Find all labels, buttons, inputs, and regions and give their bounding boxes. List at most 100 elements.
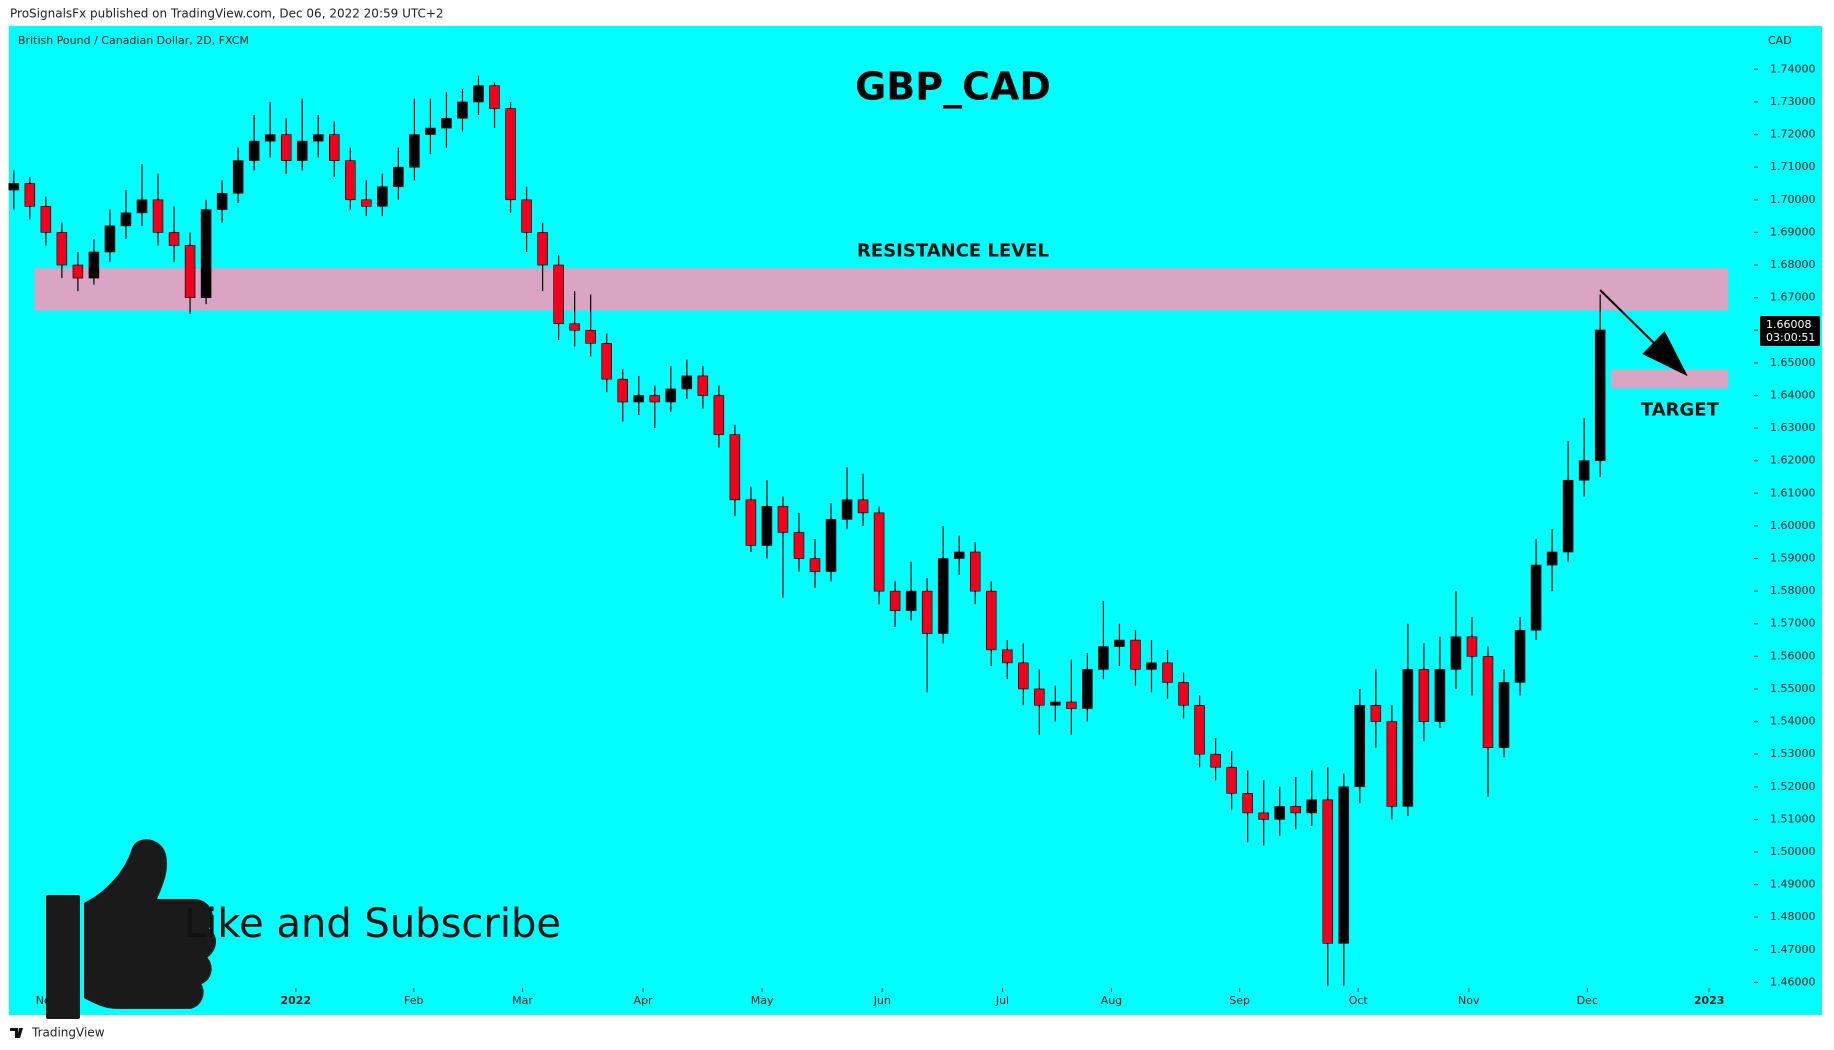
y-tick-label: 1.48000 — [1770, 910, 1816, 923]
zone — [34, 268, 1729, 311]
y-tick-label: 1.52000 — [1770, 780, 1816, 793]
candle-body — [521, 199, 532, 233]
annotation: Like and Subscribe — [184, 901, 561, 947]
candle-body — [473, 85, 484, 103]
candle-body — [1386, 721, 1398, 807]
candle-body — [969, 551, 981, 592]
candle-body — [72, 264, 84, 279]
candle-body — [168, 232, 180, 246]
y-tick-label: 1.46000 — [1770, 975, 1816, 988]
candle-body — [1146, 662, 1157, 670]
candle-body — [489, 85, 500, 109]
candle-body — [425, 127, 436, 135]
y-tick-label: 1.50000 — [1770, 845, 1816, 858]
candle-body — [280, 134, 292, 161]
candle-body — [1098, 646, 1109, 670]
y-tick-label: 1.51000 — [1770, 812, 1816, 825]
candle-body — [745, 499, 757, 546]
y-tick-label: 1.55000 — [1770, 682, 1816, 695]
candle-body — [1498, 682, 1510, 748]
x-tick-label: 2022 — [281, 994, 312, 1007]
candle-body — [601, 342, 612, 380]
candle-body — [665, 388, 677, 403]
thumb-icon — [46, 839, 216, 1019]
candle-body — [617, 378, 628, 403]
candle-body — [136, 199, 148, 214]
footer: TradingView — [31, 1026, 105, 1040]
candle-body — [633, 395, 645, 403]
candle-body — [184, 245, 196, 298]
x-tick-label: Aug — [1101, 994, 1122, 1007]
candle-body — [409, 134, 420, 168]
candle-body — [809, 558, 821, 572]
candle-body — [1482, 656, 1494, 748]
y-tick-label: 1.72000 — [1770, 128, 1816, 141]
candle-body — [104, 225, 116, 253]
candle-body — [1562, 479, 1574, 553]
candle-body — [1434, 669, 1446, 722]
zone — [1611, 369, 1729, 389]
candle-body — [1418, 669, 1430, 722]
y-tick-label: 1.47000 — [1770, 943, 1816, 956]
y-tick-label: 1.73000 — [1770, 95, 1816, 108]
x-tick-label: Mar — [512, 994, 533, 1007]
candle-body — [1114, 639, 1125, 647]
y-tick-label: 1.54000 — [1770, 715, 1816, 728]
candle-body — [393, 166, 404, 188]
x-tick-label: Jul — [995, 994, 1009, 1007]
last-price-box — [1760, 315, 1820, 346]
x-tick-label: May — [751, 994, 774, 1007]
y-tick-label: 1.69000 — [1770, 225, 1816, 238]
candle-body — [953, 551, 965, 559]
y-tick-label: 1.67000 — [1770, 291, 1816, 304]
candle-body — [825, 519, 837, 572]
candle-body — [264, 134, 276, 142]
candle-body — [553, 264, 564, 325]
candle-body — [537, 232, 548, 266]
candle-body — [1466, 636, 1478, 657]
x-tick-label: Oct — [1349, 994, 1369, 1007]
x-tick-label: Apr — [634, 994, 654, 1007]
y-tick-label: 1.59000 — [1770, 552, 1816, 565]
y-tick-label: 1.56000 — [1770, 649, 1816, 662]
candle-body — [1354, 704, 1366, 788]
candle-body — [649, 395, 661, 403]
candle-body — [248, 140, 260, 161]
chart-title: GBP_CAD — [855, 65, 1051, 109]
x-tick-label: Feb — [404, 994, 423, 1007]
candle-body — [1082, 669, 1093, 709]
candle-body — [729, 434, 741, 501]
candle-body — [1578, 460, 1590, 481]
candle-body — [937, 558, 949, 634]
candle-body — [1338, 786, 1350, 944]
candle-body — [1034, 688, 1045, 706]
zone-label: TARGET — [1641, 400, 1720, 421]
candle-body — [40, 206, 52, 233]
y-tick-label: 1.58000 — [1770, 584, 1816, 597]
y-tick-label: 1.68000 — [1770, 258, 1816, 271]
candle-body — [713, 395, 725, 435]
zone-label: RESISTANCE LEVEL — [857, 240, 1049, 261]
marks: 1.46000 1.47000 1.48000 1.49000 1.50000 1.510… — [8, 62, 1820, 1007]
candle-body — [1130, 639, 1141, 670]
candle-body — [1178, 682, 1189, 706]
candle-body — [921, 590, 933, 634]
candle-body — [1162, 662, 1173, 683]
chart-background — [9, 26, 1822, 1015]
candle-body — [777, 506, 789, 533]
candle-body — [1322, 799, 1334, 944]
candle-body — [1274, 806, 1285, 820]
symbol: British Pound / Canadian Dollar, 2D, FXC… — [18, 34, 249, 47]
axis-label: CAD — [1768, 34, 1792, 47]
candle-body — [200, 209, 212, 298]
candle-body — [1210, 753, 1221, 768]
candle-body — [1242, 793, 1253, 814]
candle-body — [152, 199, 164, 233]
thumb-shape — [46, 839, 216, 1019]
y-tick-label: 1.62000 — [1770, 454, 1816, 467]
candle-body — [1450, 636, 1462, 670]
candle-body — [8, 183, 20, 191]
candle-body — [569, 323, 580, 331]
